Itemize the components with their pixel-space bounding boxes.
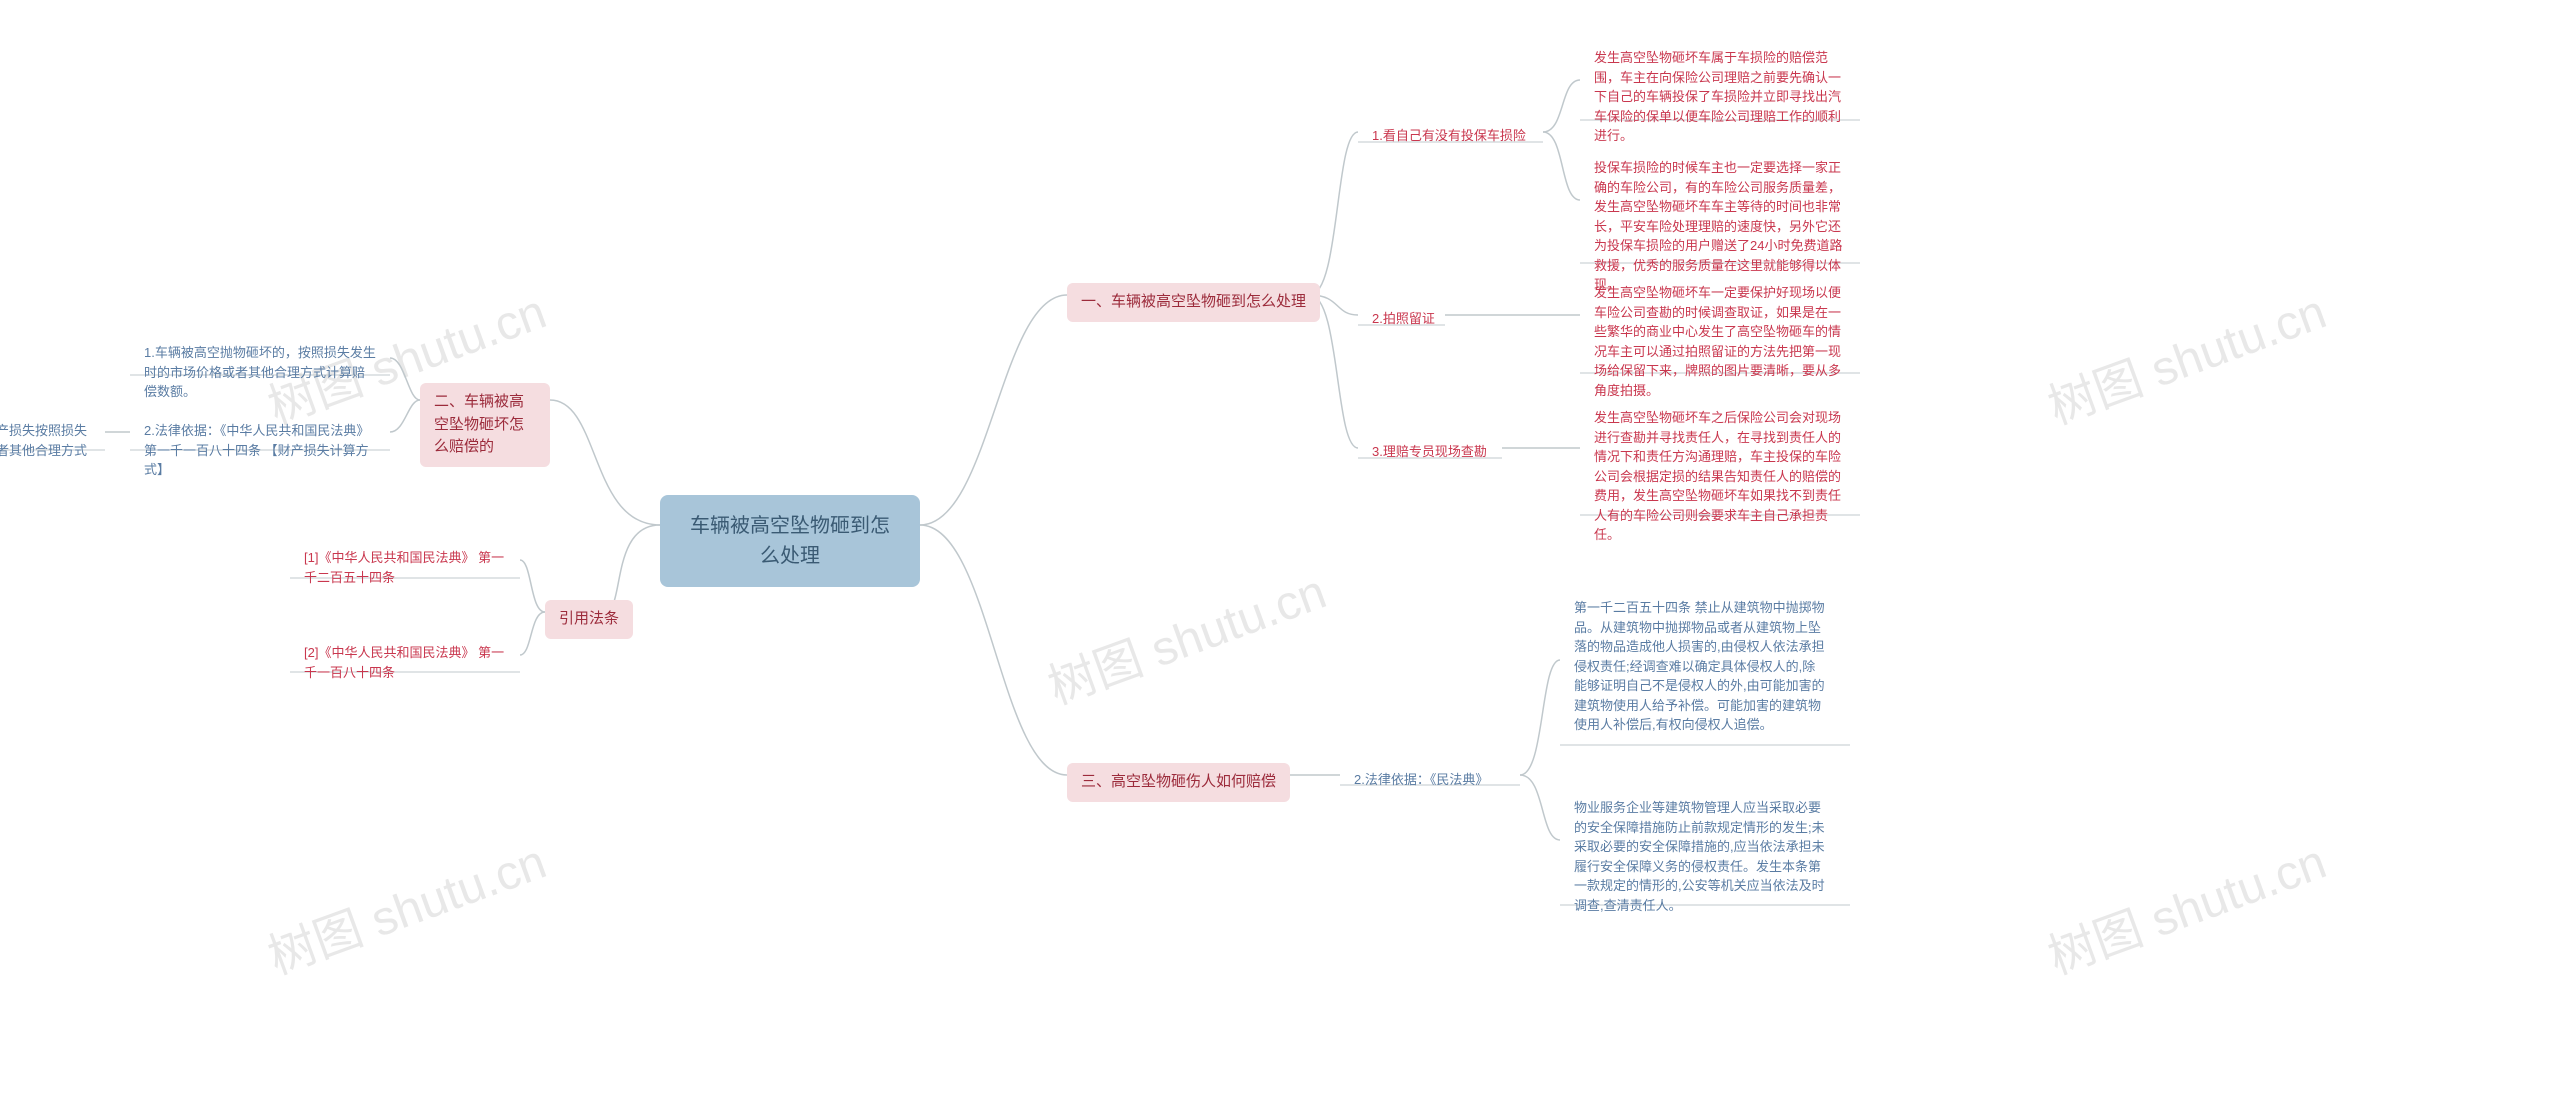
left1-child1: 1.车辆被高空抛物砸坏的，按照损失发生时的市场价格或者其他合理方式计算赔偿数额。 — [130, 335, 390, 410]
right1-child2-leaf1: 发生高空坠物砸坏车一定要保护好现场以便车险公司查勘的时候调查取证，如果是在一些繁… — [1580, 275, 1860, 408]
left1-child2-leaf1: 侵害他人财产的，财产损失按照损失发生时的市场价格或者其他合理方式计算。 — [0, 413, 105, 488]
branch-left1: 二、车辆被高空坠物砸坏怎么赔偿的 — [420, 383, 550, 467]
right2-child1: 2.法律依据：《民法典》 — [1340, 762, 1502, 798]
watermark: 树图 shutu.cn — [2037, 272, 2334, 437]
right2-child1-leaf1: 第一千二百五十四条 禁止从建筑物中抛掷物品。从建筑物中抛掷物品或者从建筑物上坠落… — [1560, 590, 1840, 743]
right2-child1-leaf2: 物业服务企业等建筑物管理人应当采取必要的安全保障措施防止前款规定情形的发生;未采… — [1560, 790, 1840, 923]
branch-left2: 引用法条 — [545, 600, 633, 639]
left2-child2: [2]《中华人民共和国民法典》 第一千一百八十四条 — [290, 635, 520, 690]
right1-child1-leaf1: 发生高空坠物砸坏车属于车损险的赔偿范围，车主在向保险公司理赔之前要先确认一下自己… — [1580, 40, 1860, 154]
watermark: 树图 shutu.cn — [2037, 822, 2334, 987]
watermark: 树图 shutu.cn — [1037, 552, 1334, 717]
branch-right2: 三、高空坠物砸伤人如何赔偿 — [1067, 763, 1290, 802]
left1-child2: 2.法律依据：《中华人民共和国民法典》第一千一百八十四条 【财产损失计算方式】 — [130, 413, 390, 488]
right1-child3-leaf1: 发生高空坠物砸坏车之后保险公司会对现场进行查勘并寻找责任人，在寻找到责任人的情况… — [1580, 400, 1860, 553]
center-node: 车辆被高空坠物砸到怎么处理 — [660, 495, 920, 587]
watermark: 树图 shutu.cn — [257, 822, 554, 987]
left2-child1: [1]《中华人民共和国民法典》 第一千二百五十四条 — [290, 540, 520, 595]
right1-child2: 2.拍照留证 — [1358, 301, 1449, 337]
branch-right1: 一、车辆被高空坠物砸到怎么处理 — [1067, 283, 1320, 322]
right1-child3: 3.理赔专员现场查勘 — [1358, 434, 1501, 470]
right1-child1: 1.看自己有没有投保车损险 — [1358, 118, 1540, 154]
